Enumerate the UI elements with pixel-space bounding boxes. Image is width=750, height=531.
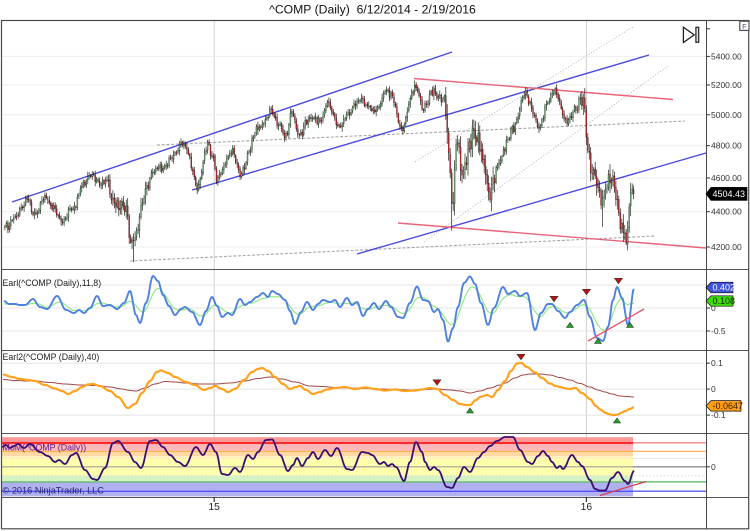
svg-text:0.402: 0.402 [713, 283, 736, 293]
svg-text:© 2016 NinjaTrader, LLC: © 2016 NinjaTrader, LLC [3, 486, 105, 496]
svg-text:4200.00: 4200.00 [711, 242, 742, 252]
svg-text:5200.00: 5200.00 [711, 80, 742, 90]
svg-text:0.1: 0.1 [711, 358, 723, 368]
svg-text:4504.43: 4504.43 [713, 189, 746, 199]
svg-text:0: 0 [711, 303, 716, 313]
svg-text:^COMP (Daily) 6/12/2014 - 2/1: ^COMP (Daily) 6/12/2014 - 2/19/2016 [269, 3, 476, 17]
svg-text:16: 16 [581, 502, 593, 513]
svg-text:-0.1: -0.1 [711, 410, 726, 420]
svg-text:0: 0 [711, 462, 716, 472]
svg-text:4400.00: 4400.00 [711, 207, 742, 217]
svg-text:-0.5: -0.5 [711, 326, 726, 336]
svg-text:0: 0 [711, 384, 716, 394]
svg-text:Earl(^COMP (Daily),11,8): Earl(^COMP (Daily),11,8) [3, 278, 102, 288]
svg-text:5400.00: 5400.00 [711, 51, 742, 61]
svg-text:4600.00: 4600.00 [711, 173, 742, 183]
svg-text:F: F [742, 22, 747, 31]
svg-text:0.108: 0.108 [713, 296, 736, 306]
svg-text:Earl2(^COMP (Daily),40): Earl2(^COMP (Daily),40) [3, 352, 100, 362]
svg-text:MoM(^COMP (Daily)): MoM(^COMP (Daily)) [3, 443, 87, 453]
svg-text:5000.00: 5000.00 [711, 110, 742, 120]
svg-text:4800.00: 4800.00 [711, 141, 742, 151]
svg-text:15: 15 [208, 502, 220, 513]
svg-text:-0.0647: -0.0647 [713, 401, 744, 411]
